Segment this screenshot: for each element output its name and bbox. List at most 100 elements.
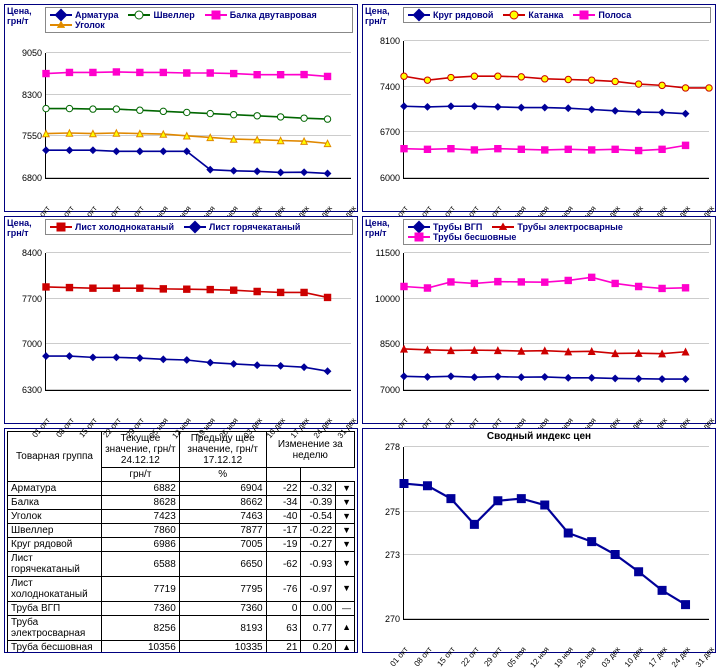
series-marker: [90, 285, 96, 291]
cell-pct: -0.97: [301, 577, 336, 602]
series-marker: [542, 147, 548, 153]
series-marker: [635, 81, 641, 87]
cell-cur: 7423: [101, 510, 179, 524]
legend-label: Круг рядовой: [433, 10, 493, 20]
series-marker: [184, 133, 190, 139]
table-row: Уголок74237463-40-0.54▼: [8, 510, 355, 524]
series-marker: [184, 148, 190, 154]
series-marker: [542, 76, 548, 82]
cell-name: Круг рядовой: [8, 538, 102, 552]
series-marker: [682, 85, 688, 91]
legend-swatch: [408, 226, 430, 228]
legend-item: Трубы бесшовные: [408, 232, 516, 242]
legend-label: Лист горячекатаный: [209, 222, 300, 232]
series-marker: [254, 362, 260, 368]
series-marker: [301, 289, 307, 295]
series-marker: [113, 69, 119, 75]
legend-item: Трубы ВГП: [408, 222, 482, 232]
series-marker: [659, 109, 665, 115]
cell-delta: 21: [266, 641, 301, 654]
series-marker: [588, 77, 594, 83]
table-row: Труба ВГП7360736000.00—: [8, 602, 355, 616]
series-marker: [401, 145, 407, 151]
legend-item: Круг рядовой: [408, 10, 493, 20]
series-marker: [588, 147, 594, 153]
series-marker: [301, 138, 307, 144]
legend-swatch: [573, 14, 595, 16]
cell-prev: 8193: [179, 616, 266, 641]
series-marker: [424, 347, 430, 353]
col-change-pct: %: [179, 468, 266, 482]
chart-panel-3: Цена, грн/тЛист холоднокатаныйЛист горяч…: [4, 216, 358, 424]
series-marker: [659, 146, 665, 152]
series-marker: [160, 69, 166, 75]
cell-dir: ▲: [336, 641, 355, 654]
series-marker: [184, 357, 190, 363]
legend-swatch: [50, 24, 72, 26]
y-axis-label: Цена, грн/т: [365, 219, 397, 239]
dashboard-grid: Цена, грн/т АрматураШвеллерБалка двутавро…: [4, 4, 716, 653]
series-marker: [277, 114, 283, 120]
series-marker: [113, 354, 119, 360]
series-marker: [277, 289, 283, 295]
series-marker: [471, 73, 477, 79]
legend-swatch: [184, 226, 206, 228]
cell-dir: ▲: [336, 616, 355, 641]
series-marker: [277, 363, 283, 369]
marker-layer: [46, 253, 351, 390]
cell-dir: ▼: [336, 552, 355, 577]
cell-pct: 0.20: [301, 641, 336, 654]
cell-cur: 10356: [101, 641, 179, 654]
legend-label: Арматура: [75, 10, 118, 20]
cell-delta: -40: [266, 510, 301, 524]
y-tick-label: 6300: [10, 385, 42, 395]
table-row: Труба электросварная82568193630.77▲: [8, 616, 355, 641]
series-marker: [542, 279, 548, 285]
series-marker: [659, 376, 665, 382]
x-tick-label: 12 ноя: [529, 645, 552, 669]
series-marker: [448, 74, 454, 80]
series-marker: [324, 368, 330, 374]
series-marker: [495, 373, 501, 379]
series-marker: [635, 568, 643, 576]
series-marker: [43, 284, 49, 290]
series-marker: [682, 142, 688, 148]
x-axis-labels: 01 окт08 окт15 окт22 окт29 окт05 ноя12 н…: [45, 393, 351, 421]
x-axis-labels: 01 окт08 окт15 окт22 окт29 окт05 ноя12 н…: [45, 181, 351, 209]
legend-item: Арматура: [50, 10, 118, 20]
plot-area: 6300700077008400: [45, 253, 351, 391]
series-marker: [635, 376, 641, 382]
marker-layer: [46, 53, 351, 178]
series-marker: [448, 279, 454, 285]
series-marker: [588, 375, 594, 381]
series-marker: [565, 105, 571, 111]
series-marker: [635, 109, 641, 115]
series-marker: [66, 105, 72, 111]
series-marker: [301, 169, 307, 175]
cell-dir: ▼: [336, 538, 355, 552]
series-marker: [495, 145, 501, 151]
series-marker: [588, 106, 594, 112]
chart-legend: АрматураШвеллерБалка двутавроваяУголок: [45, 7, 353, 33]
cell-dir: ▼: [336, 496, 355, 510]
series-marker: [612, 280, 618, 286]
cell-prev: 8662: [179, 496, 266, 510]
series-marker: [230, 361, 236, 367]
series-marker: [277, 137, 283, 143]
y-tick-label: 8100: [368, 36, 400, 46]
cell-cur: 6882: [101, 482, 179, 496]
cell-prev: 6650: [179, 552, 266, 577]
series-marker: [230, 136, 236, 142]
series-marker: [682, 601, 690, 609]
series-marker: [66, 69, 72, 75]
series-marker: [495, 73, 501, 79]
legend-swatch: [50, 14, 72, 16]
plot-area: 6800755083009050: [45, 53, 351, 179]
series-marker: [160, 286, 166, 292]
series-marker: [277, 71, 283, 77]
legend-item: Трубы электросварные: [492, 222, 622, 232]
legend-item: Лист холоднокатаный: [50, 222, 174, 232]
y-tick-label: 8500: [368, 339, 400, 349]
cell-pct: 0.77: [301, 616, 336, 641]
series-marker: [43, 353, 49, 359]
